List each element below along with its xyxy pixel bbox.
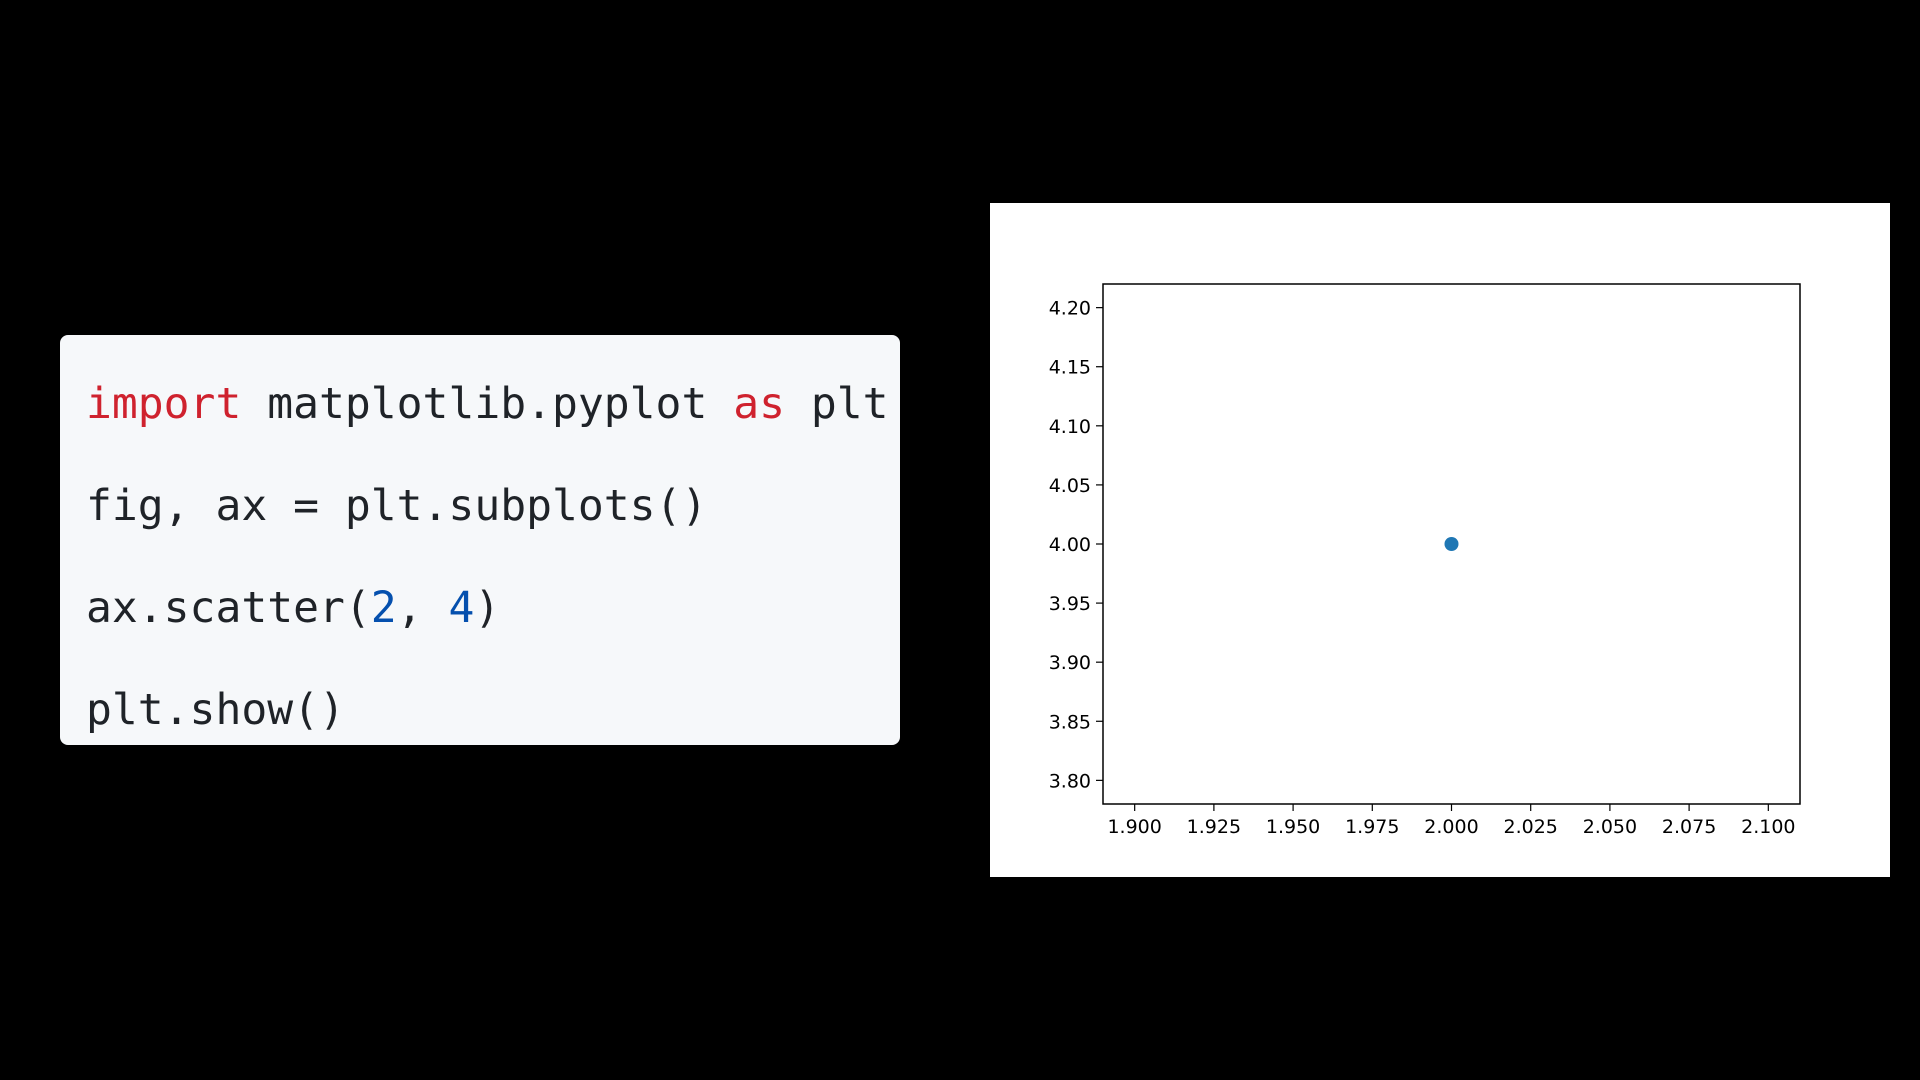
y-tick-label: 3.80 <box>1049 770 1091 792</box>
x-tick-label: 1.975 <box>1345 816 1399 838</box>
code-line-1: import matplotlib.pyplot as plt <box>86 353 889 455</box>
y-tick-label: 3.90 <box>1049 652 1091 674</box>
x-tick-label: 1.950 <box>1266 816 1320 838</box>
code-block: import matplotlib.pyplot as plt fig, ax … <box>60 335 900 745</box>
x-tick-label: 2.000 <box>1424 816 1478 838</box>
module-name: matplotlib.pyplot <box>241 379 734 429</box>
scatter-chart: 1.900 1.925 1.950 1.975 2.000 2.025 2.050 2.075… <box>1049 283 1801 838</box>
y-tick-label: 4.20 <box>1049 298 1091 320</box>
arg-separator: , <box>396 583 449 633</box>
call-close: ) <box>474 583 501 633</box>
code-line-3: ax.scatter(2, 4) <box>86 557 874 659</box>
y-tick-label: 4.10 <box>1049 416 1091 438</box>
x-tick-label: 1.900 <box>1107 816 1161 838</box>
scatter-arg-y: 4 <box>448 583 475 633</box>
code-line-2: fig, ax = plt.subplots() <box>86 481 708 531</box>
x-tick-label: 1.925 <box>1187 816 1241 838</box>
y-tick-label: 4.05 <box>1049 475 1091 497</box>
scatter-call: ax.scatter( <box>86 583 371 633</box>
y-tick-label: 4.00 <box>1049 534 1091 556</box>
x-tick-label: 2.075 <box>1662 816 1716 838</box>
y-tick-label: 3.85 <box>1049 711 1091 733</box>
x-tick-label: 2.100 <box>1741 816 1795 838</box>
x-tick-label: 2.050 <box>1583 816 1637 838</box>
x-tick-label: 2.025 <box>1504 816 1558 838</box>
keyword-import: import <box>86 379 242 429</box>
y-tick-label: 3.95 <box>1049 593 1091 615</box>
scatter-point <box>1444 537 1459 551</box>
module-alias: plt <box>785 379 889 429</box>
y-tick-label: 4.15 <box>1049 357 1091 379</box>
scatter-arg-x: 2 <box>370 583 397 633</box>
plot-figure: 1.900 1.925 1.950 1.975 2.000 2.025 2.050 2.075… <box>990 203 1890 877</box>
code-line-4: plt.show() <box>86 685 345 735</box>
keyword-as: as <box>733 379 786 429</box>
